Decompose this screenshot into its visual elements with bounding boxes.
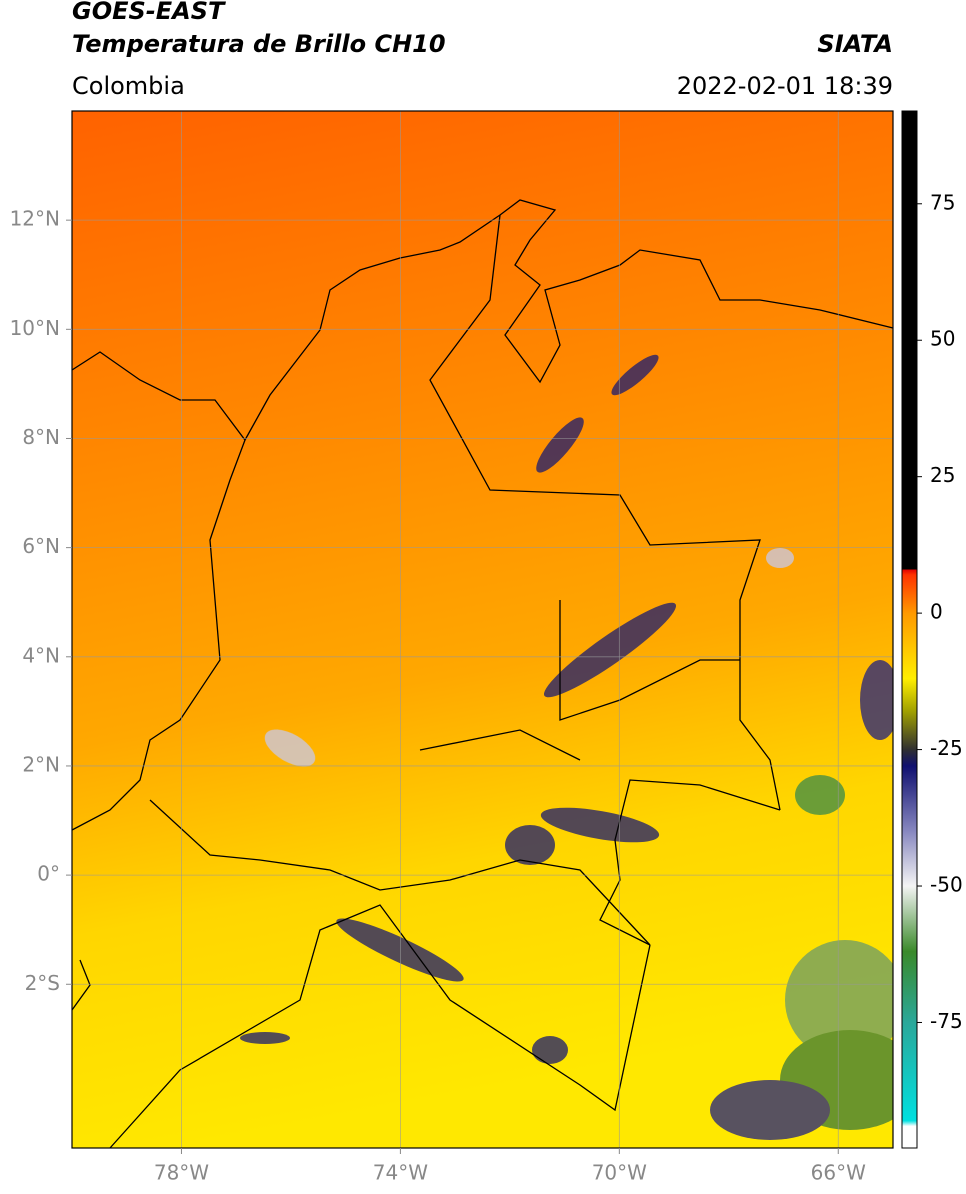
y-tick-label: 2°S [25,971,60,995]
source: SIATA [817,30,893,58]
y-tick-label: 4°N [22,643,60,667]
x-tick-label: 78°W [154,1161,209,1185]
border [109,904,651,1148]
region: Colombia [72,72,185,100]
colorbar-tick-label: -75 [930,1009,963,1033]
cloud-tops [240,354,893,1140]
colorbar-tick-label: 0 [930,600,943,624]
border [429,214,781,811]
y-tick-label: 8°N [22,425,60,449]
colorbar-tick-label: 25 [930,463,955,487]
map-background [72,111,893,1148]
border [149,799,651,946]
y-tick-label: 12°N [10,207,60,231]
colorbar [901,110,918,1149]
colorbar-tick-label: -50 [930,873,963,897]
coastline [72,439,246,831]
y-tick-label: 10°N [10,316,60,340]
colorbar-tick-label: -25 [930,736,963,760]
colorbar-tick-label: 50 [930,327,955,351]
map-frame [71,110,894,1149]
x-tick-label: 74°W [373,1161,428,1185]
coastlines-borders [72,199,893,1148]
coastline [72,959,91,1011]
border [599,779,781,946]
x-tick-label: 66°W [811,1161,866,1185]
colorbar-tick-label: 75 [930,190,955,214]
subtitle: Temperatura de Brillo CH10 [72,30,446,58]
datetime: 2022-02-01 18:39 [677,72,893,100]
x-tick-label: 70°W [592,1161,647,1185]
y-tick-label: 0° [37,862,60,886]
border [419,600,740,761]
y-tick-label: 6°N [22,534,60,558]
title: GOES-EAST [72,0,226,25]
y-tick-label: 2°N [22,752,60,776]
map [72,111,893,1148]
